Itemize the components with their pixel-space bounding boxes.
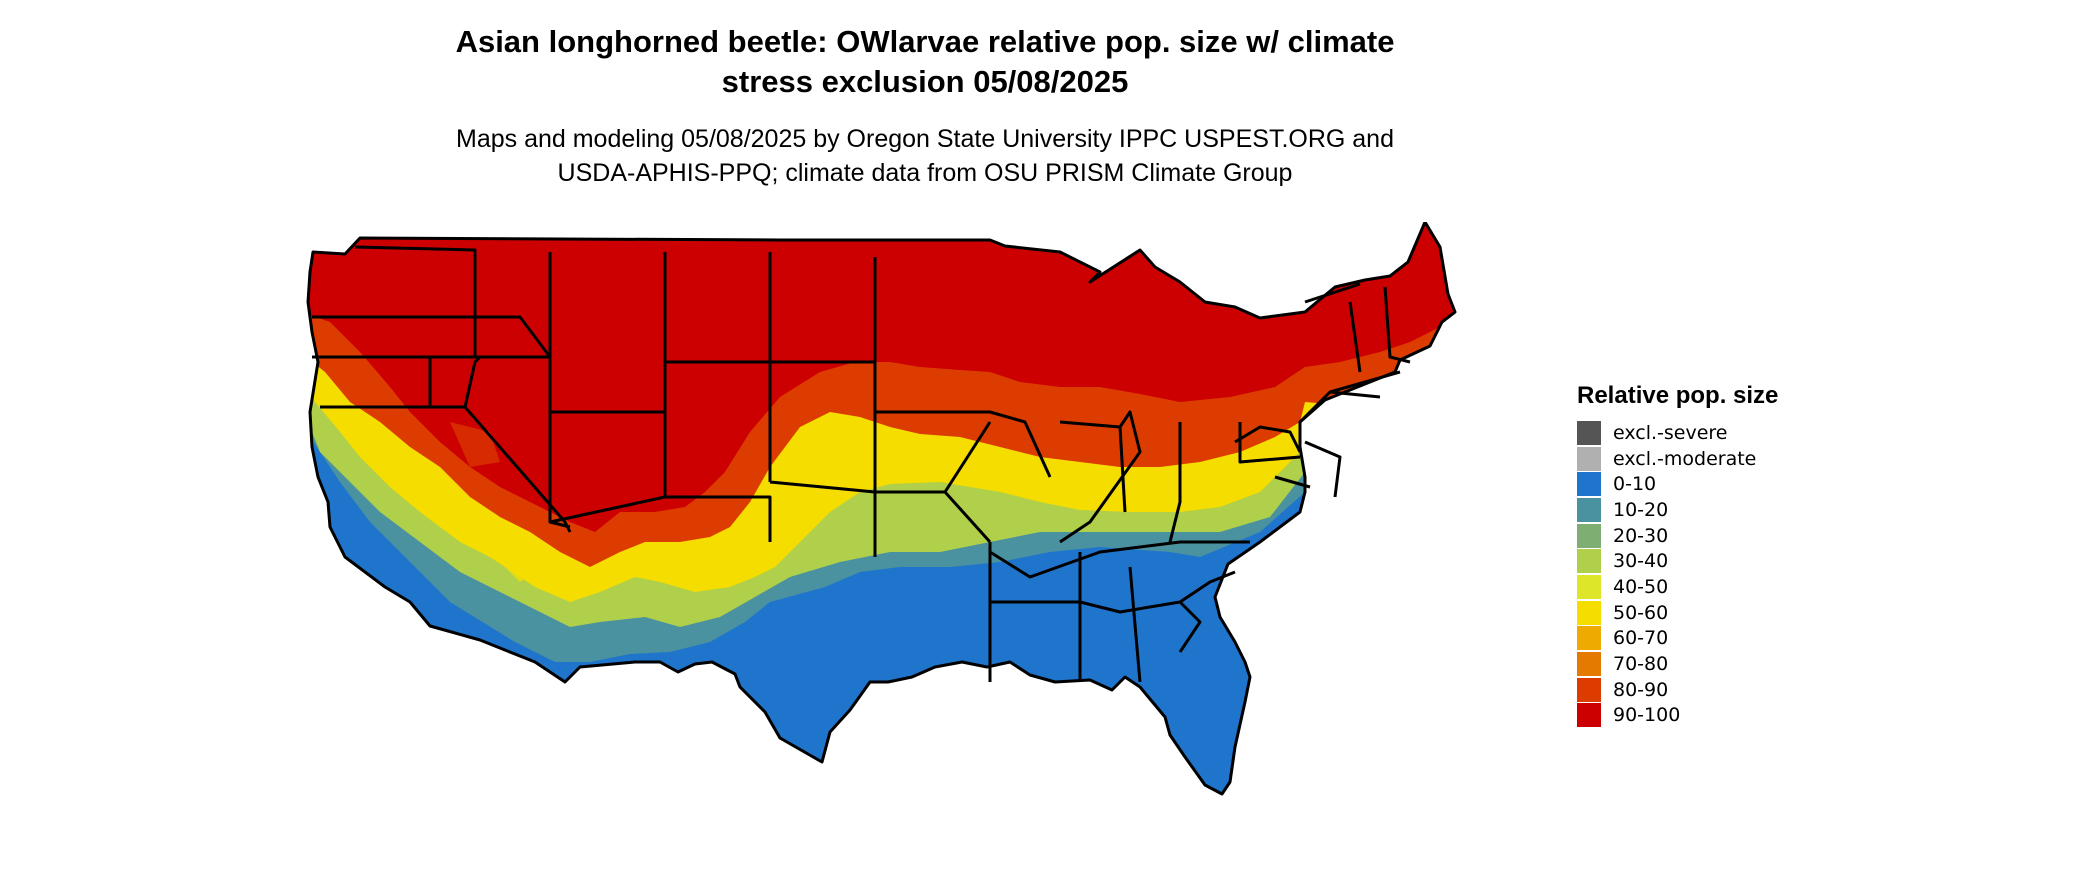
- legend-label: 40-50: [1613, 575, 1669, 598]
- legend-swatch: [1577, 549, 1601, 574]
- legend-swatch: [1577, 497, 1601, 522]
- legend-label: 20-30: [1613, 524, 1669, 547]
- legend-label: 60-70: [1613, 627, 1669, 650]
- legend-item-90-100: 90-100: [1577, 703, 1877, 729]
- map-title: Asian longhorned beetle: OWlarvae relati…: [360, 22, 1490, 102]
- legend-label: 10-20: [1613, 498, 1669, 521]
- legend-item-70-80: 70-80: [1577, 651, 1877, 677]
- legend-item-10-20: 10-20: [1577, 497, 1877, 523]
- legend-label: excl.-moderate: [1613, 447, 1757, 470]
- map-subtitle: Maps and modeling 05/08/2025 by Oregon S…: [380, 122, 1470, 190]
- legend-item-30-40: 30-40: [1577, 548, 1877, 574]
- legend-item-0-10: 0-10: [1577, 471, 1877, 497]
- legend-label: 0-10: [1613, 473, 1657, 496]
- legend-swatch: [1577, 420, 1601, 445]
- legend-label: 30-40: [1613, 550, 1669, 573]
- legend-label: excl.-severe: [1613, 421, 1728, 444]
- title-line-2: stress exclusion 05/08/2025: [721, 64, 1129, 99]
- legend-label: 70-80: [1613, 653, 1669, 676]
- subtitle-line-1: Maps and modeling 05/08/2025 by Oregon S…: [456, 125, 1394, 153]
- legend-item-excl-moderate: excl.-moderate: [1577, 446, 1877, 472]
- legend-swatch: [1577, 600, 1601, 625]
- subtitle-line-2: USDA-APHIS-PPQ; climate data from OSU PR…: [557, 159, 1293, 187]
- legend-item-60-70: 60-70: [1577, 626, 1877, 652]
- legend-swatch: [1577, 703, 1601, 728]
- legend-label: 50-60: [1613, 601, 1669, 624]
- legend-swatch: [1577, 446, 1601, 471]
- legend-swatch: [1577, 472, 1601, 497]
- title-line-1: Asian longhorned beetle: OWlarvae relati…: [455, 24, 1395, 59]
- legend-item-excl-severe: excl.-severe: [1577, 420, 1877, 446]
- legend-item-20-30: 20-30: [1577, 523, 1877, 549]
- legend: Relative pop. size excl.-severe excl.-mo…: [1577, 380, 1877, 728]
- legend-title: Relative pop. size: [1577, 382, 1779, 409]
- legend-item-50-60: 50-60: [1577, 600, 1877, 626]
- us-population-map: [306, 222, 1457, 796]
- legend-swatch: [1577, 626, 1601, 651]
- legend-swatch: [1577, 677, 1601, 702]
- legend-label: 80-90: [1613, 678, 1669, 701]
- legend-swatch: [1577, 652, 1601, 677]
- legend-label: 90-100: [1613, 704, 1681, 727]
- legend-swatch: [1577, 574, 1601, 599]
- legend-swatch: [1577, 523, 1601, 548]
- legend-item-40-50: 40-50: [1577, 574, 1877, 600]
- legend-item-80-90: 80-90: [1577, 677, 1877, 703]
